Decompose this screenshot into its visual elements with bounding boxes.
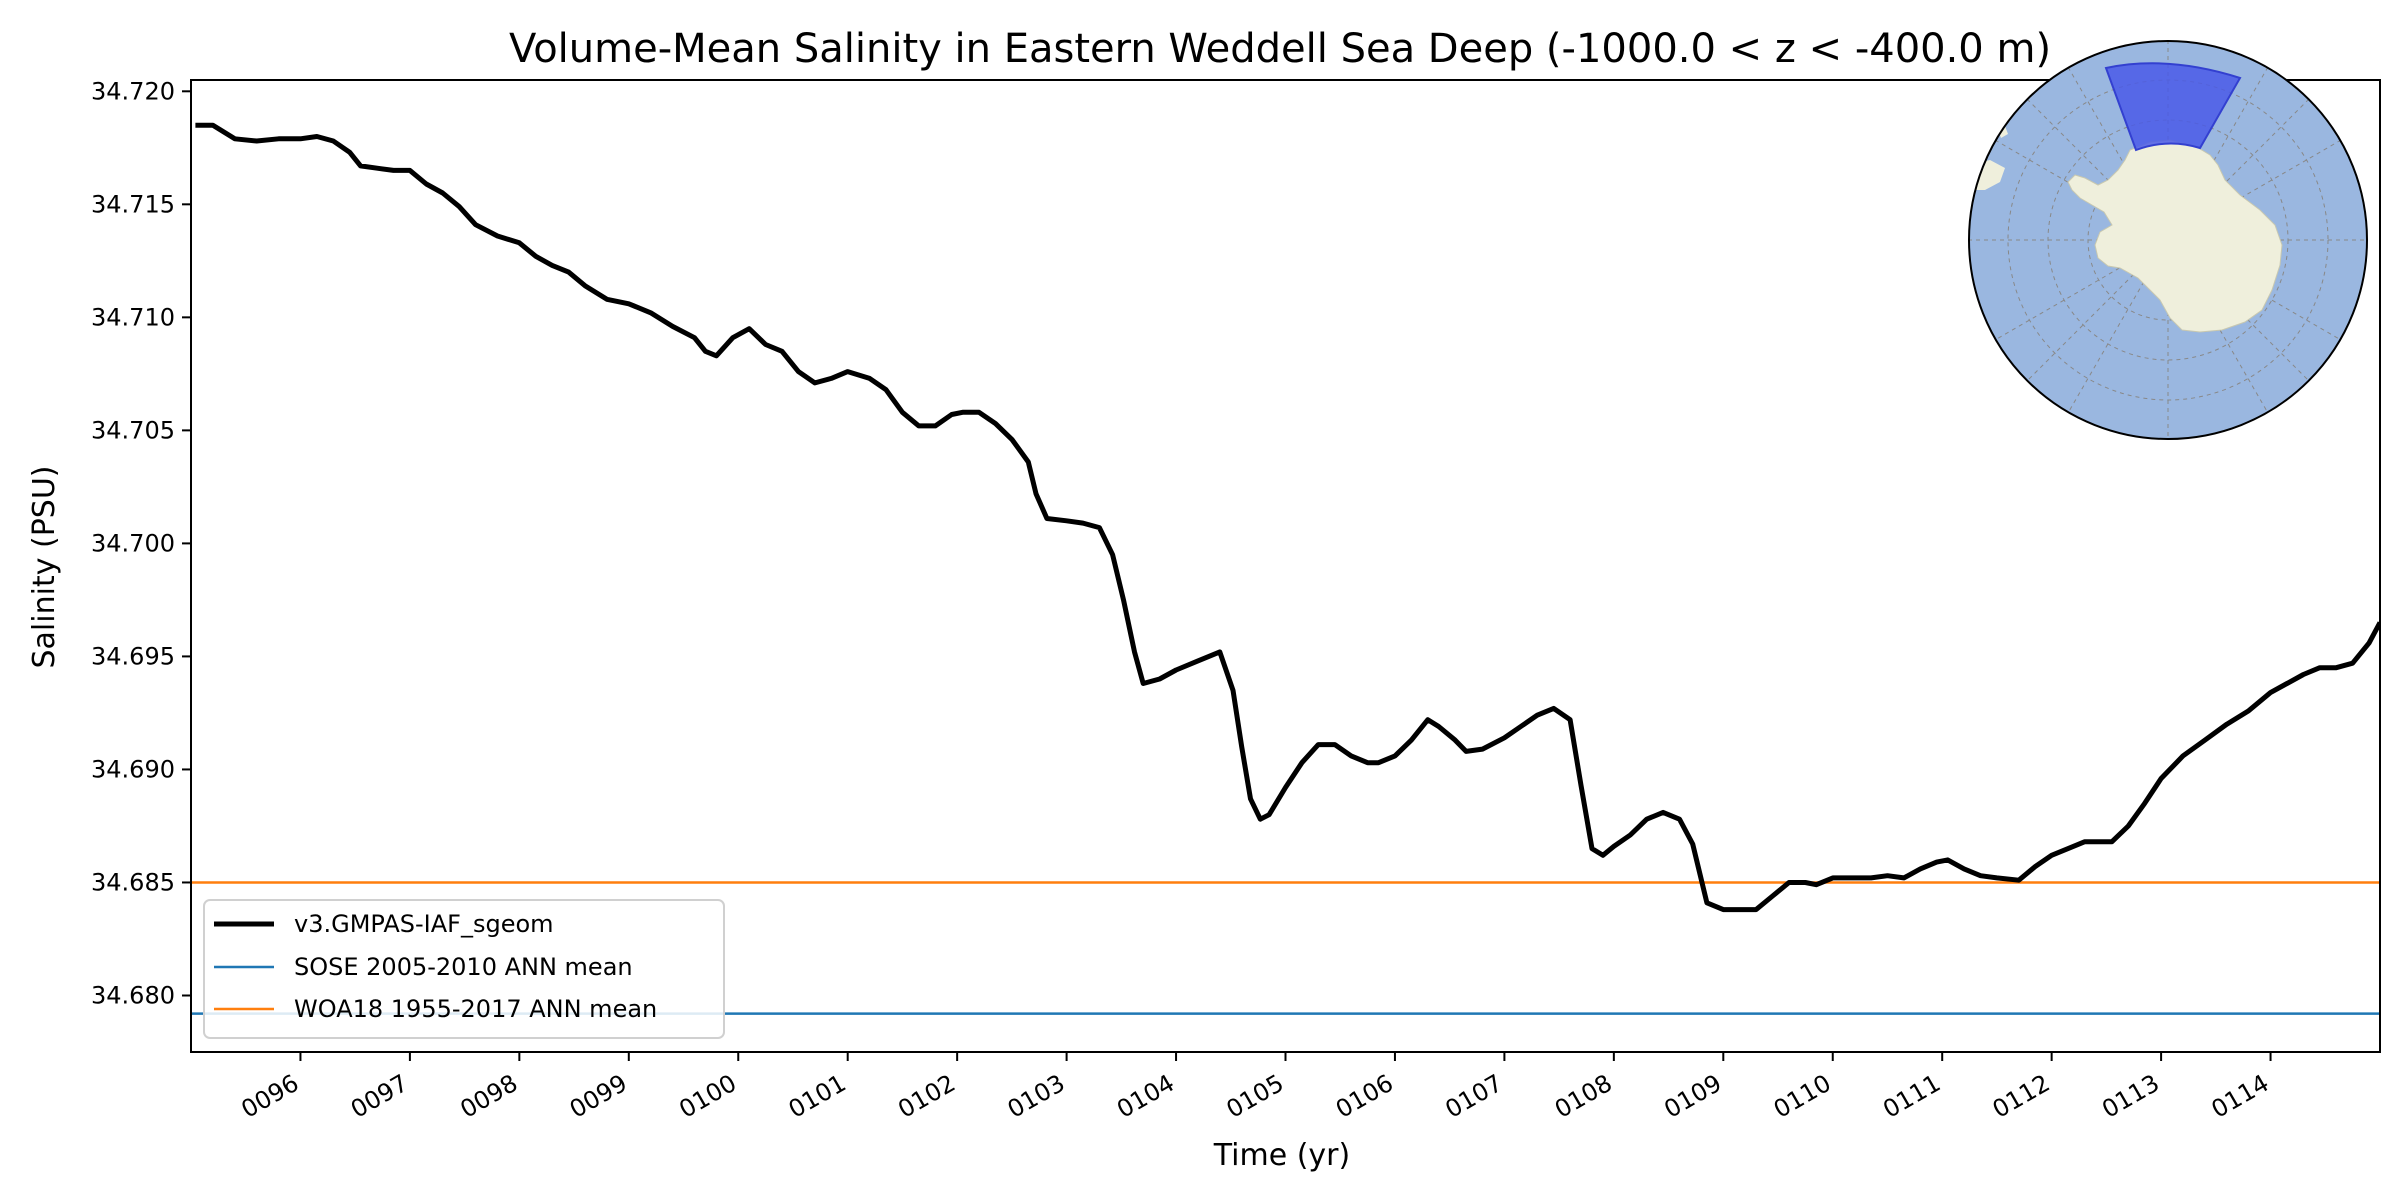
y-tick-label: 34.720 <box>91 77 175 105</box>
x-tick-label: 0097 <box>346 1069 413 1124</box>
x-tick-label: 0108 <box>1550 1069 1617 1124</box>
region-highlight <box>2104 62 2242 152</box>
x-tick-label: 0104 <box>1112 1069 1179 1124</box>
x-tick-label: 0107 <box>1441 1069 1508 1124</box>
x-tick-label: 0105 <box>1222 1069 1289 1124</box>
y-tick-label: 34.695 <box>91 642 175 670</box>
y-tick-label: 34.705 <box>91 416 175 444</box>
x-tick-label: 0110 <box>1769 1069 1836 1124</box>
legend-label-sose: SOSE 2005-2010 ANN mean <box>294 953 633 981</box>
map-border <box>1968 40 2368 440</box>
y-tick-label: 34.715 <box>91 190 175 218</box>
x-tick-label: 0102 <box>893 1069 960 1124</box>
chart-title: Volume-Mean Salinity in Eastern Weddell … <box>509 26 2051 72</box>
legend-label-woa18: WOA18 1955-2017 ANN mean <box>294 995 657 1023</box>
x-tick-label: 0098 <box>455 1069 522 1124</box>
legend: v3.GMPAS-IAF_sgeom SOSE 2005-2010 ANN me… <box>203 899 725 1039</box>
legend-box <box>203 899 725 1039</box>
x-tick-label: 0101 <box>784 1069 851 1124</box>
x-tick-label: 0106 <box>1331 1069 1398 1124</box>
y-tick-label: 34.700 <box>91 529 175 557</box>
y-axis-ticks: 34.680 34.685 34.690 34.695 34.700 34.705 34.7… <box>91 77 191 1009</box>
x-axis-ticks: 0096 0097 0098 0099 0100 0101 0102 0103 0104 0105… <box>237 1052 2274 1124</box>
x-tick-label: 0109 <box>1659 1069 1726 1124</box>
x-tick-label: 0113 <box>2097 1069 2164 1124</box>
y-tick-label: 34.690 <box>91 755 175 783</box>
y-axis-label: Salinity (PSU) <box>27 466 62 669</box>
x-tick-label: 0114 <box>2207 1069 2274 1124</box>
x-tick-label: 0100 <box>674 1069 741 1124</box>
model-salinity-line <box>195 122 2380 913</box>
inset-polar-map <box>1968 40 2368 440</box>
y-tick-label: 34.710 <box>91 303 175 331</box>
x-tick-label: 0096 <box>237 1069 304 1124</box>
x-tick-label: 0099 <box>565 1069 632 1124</box>
antarctica-landmass <box>2067 139 2283 333</box>
y-tick-label: 34.680 <box>91 981 175 1009</box>
legend-label-model: v3.GMPAS-IAF_sgeom <box>294 910 554 938</box>
y-tick-label: 34.685 <box>91 868 175 896</box>
x-tick-label: 0112 <box>1988 1069 2055 1124</box>
x-tick-label: 0111 <box>1878 1069 1945 1124</box>
x-axis-label: Time (yr) <box>1213 1138 1350 1173</box>
x-tick-label: 0103 <box>1003 1069 1070 1124</box>
